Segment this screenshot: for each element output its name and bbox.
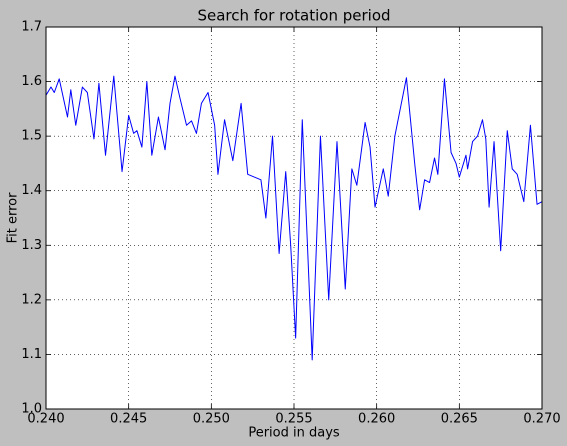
y-tick-label: 1.5 (21, 129, 42, 144)
x-tick-label: 0.270 (523, 412, 560, 427)
y-tick-label: 1.3 (21, 238, 42, 253)
axes-frame (45, 26, 543, 410)
x-tick-label: 0.250 (193, 412, 230, 427)
x-axis-label: Period in days (248, 426, 340, 441)
y-tick-label: 1.1 (21, 347, 42, 362)
data-line (45, 75, 543, 361)
x-tick-label: 0.260 (358, 412, 395, 427)
y-tick-label: 1.2 (21, 292, 42, 307)
chart-title: Search for rotation period (197, 7, 390, 25)
y-axis-label: Fit error (6, 192, 21, 244)
plot-area (46, 27, 542, 409)
y-tick-label: 1.4 (21, 183, 42, 198)
y-tick-label: 1.0 (21, 402, 42, 417)
x-tick-label: 0.255 (275, 412, 312, 427)
x-tick-label: 0.265 (441, 412, 478, 427)
y-tick-label: 1.7 (21, 20, 42, 35)
x-tick-label: 0.240 (27, 412, 64, 427)
y-tick-label: 1.6 (21, 74, 42, 89)
x-tick-label: 0.245 (110, 412, 147, 427)
